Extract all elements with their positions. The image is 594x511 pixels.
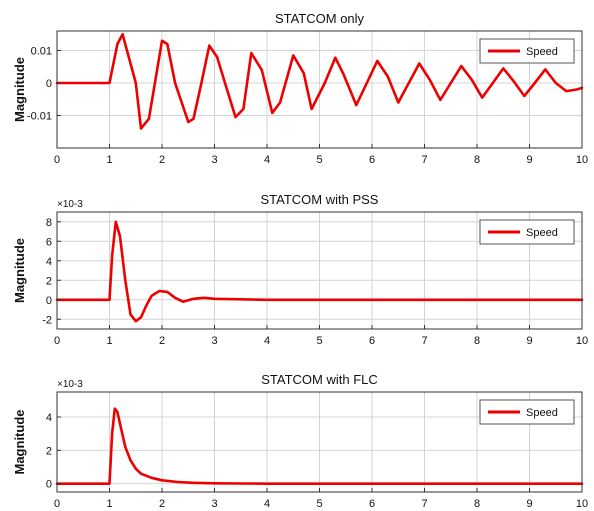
chart-panel-3: 0 1 2 3 4 5 6 7 8 9 10 0 2 4 STATCOM with FLC Magnitude…	[12, 372, 588, 510]
y-axis-label: Magnitude	[12, 238, 27, 303]
x-tick-label: 7	[421, 498, 427, 510]
y-tick-label: 2	[46, 275, 52, 287]
x-tick-label: 0	[54, 335, 60, 347]
legend: Speed	[479, 38, 575, 64]
y-exponent-label: ×10-3	[57, 379, 83, 390]
x-tick-label: 4	[264, 154, 270, 166]
x-tick-label: 10	[576, 498, 588, 510]
x-tick-label: 2	[159, 498, 165, 510]
x-tick-label: 1	[106, 498, 112, 510]
y-tick-label: -2	[42, 314, 52, 326]
legend-label: Speed	[526, 46, 558, 58]
x-tick-label: 4	[264, 498, 270, 510]
y-tick-label: 0.01	[31, 46, 52, 58]
x-tick-label: 5	[316, 335, 322, 347]
x-tick-label: 8	[474, 335, 480, 347]
x-tick-label: 9	[526, 498, 532, 510]
y-exponent-label: ×10-3	[57, 199, 83, 210]
x-tick-label: 5	[316, 154, 322, 166]
x-tick-label: 8	[474, 154, 480, 166]
y-tick-label: 0	[46, 78, 52, 90]
x-tick-label: 8	[474, 498, 480, 510]
y-tick-label: 2	[46, 445, 52, 457]
x-tick-label: 6	[369, 154, 375, 166]
series-line-speed	[55, 32, 584, 130]
x-tick-label: 4	[264, 335, 270, 347]
x-tick-label: 2	[159, 154, 165, 166]
x-tick-label: 7	[421, 335, 427, 347]
chart-title: STATCOM with PSS	[261, 192, 379, 207]
legend: Speed	[479, 399, 575, 425]
y-tick-label: 0	[46, 295, 52, 307]
y-tick-label: 8	[46, 217, 52, 229]
y-tick-label: 4	[46, 412, 52, 424]
x-tick-label: 1	[106, 154, 112, 166]
y-axis-label: Magnitude	[12, 410, 27, 475]
x-tick-label: 1	[106, 335, 112, 347]
legend-label: Speed	[526, 407, 558, 419]
series-line-speed	[55, 407, 584, 486]
x-tick-label: 6	[369, 498, 375, 510]
x-tick-label: 6	[369, 335, 375, 347]
legend-label: Speed	[526, 227, 558, 239]
chart-panel-1: 0 1 2 3 4 5 6 7 8 9 10 -0.01 0 0.01 STATCOM only Magnit…	[12, 11, 588, 166]
y-tick-label: 0	[46, 479, 52, 491]
x-tick-label: 9	[526, 154, 532, 166]
x-tick-label: 9	[526, 335, 532, 347]
x-tick-label: 3	[211, 335, 217, 347]
x-tick-label: 2	[159, 335, 165, 347]
x-tick-label: 10	[576, 154, 588, 166]
chart-title: STATCOM only	[275, 11, 365, 26]
x-tick-label: 0	[54, 498, 60, 510]
x-tick-label: 7	[421, 154, 427, 166]
x-tick-label: 0	[54, 154, 60, 166]
x-tick-label: 5	[316, 498, 322, 510]
y-tick-label: -0.01	[27, 111, 52, 123]
series-line-speed	[55, 220, 584, 323]
x-tick-label: 3	[211, 498, 217, 510]
x-tick-label: 3	[211, 154, 217, 166]
y-tick-label: 6	[46, 236, 52, 248]
legend: Speed	[479, 219, 575, 245]
chart-title: STATCOM with FLC	[261, 372, 378, 387]
y-tick-label: 4	[46, 256, 52, 268]
x-tick-label: 10	[576, 335, 588, 347]
y-axis-label: Magnitude	[12, 57, 27, 122]
